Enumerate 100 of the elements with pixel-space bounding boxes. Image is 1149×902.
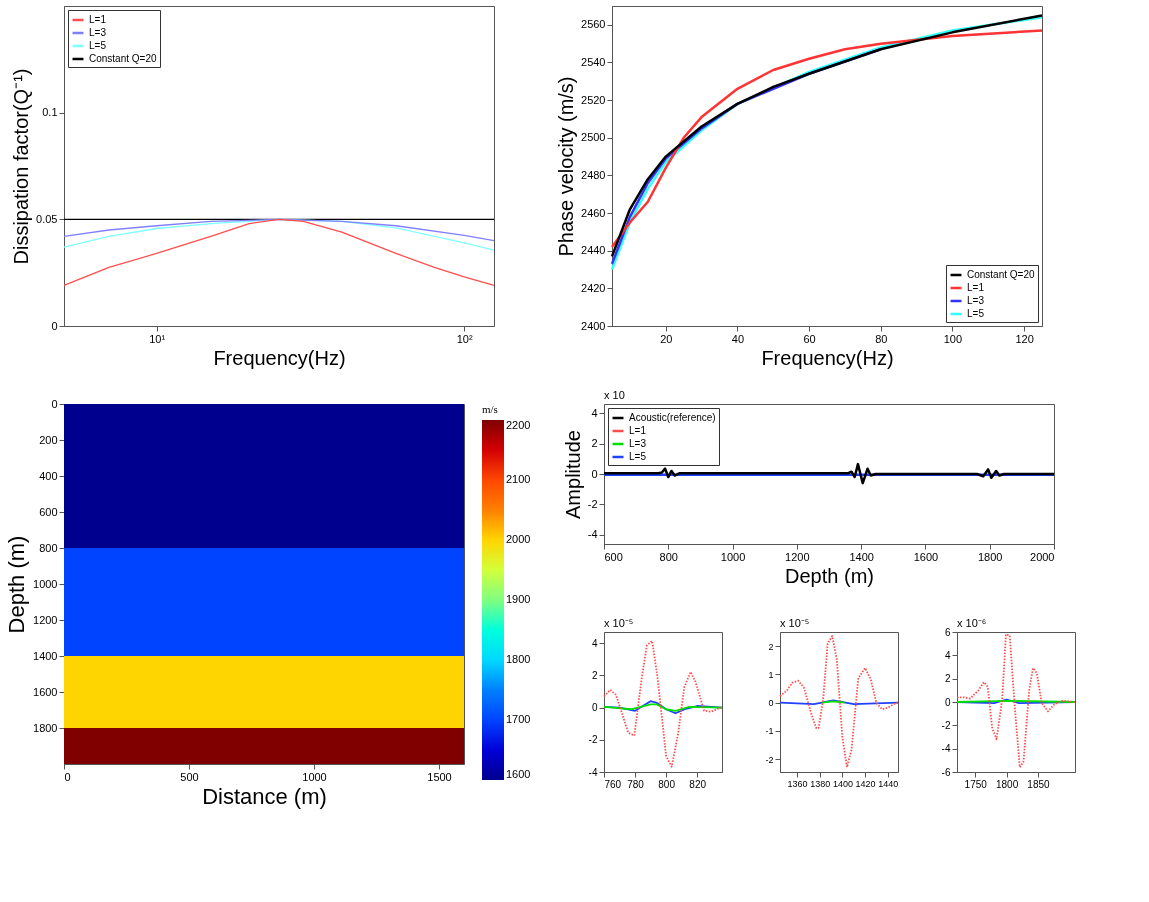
x-tick-label: 800 bbox=[658, 778, 676, 790]
x-axis-title: Distance (m) bbox=[202, 783, 327, 809]
y-tick-label: 0 bbox=[51, 319, 58, 332]
y-tick-label: 1400 bbox=[33, 649, 58, 662]
y-tick-label: -4 bbox=[941, 743, 951, 755]
y-tick-label: 1800 bbox=[33, 721, 58, 734]
x-tick-label: 1000 bbox=[302, 770, 327, 783]
y-tick-label: 4 bbox=[944, 649, 951, 661]
x-axis-title: Depth (m) bbox=[785, 564, 874, 587]
y-tick-label: -2 bbox=[588, 734, 598, 746]
y-tick-label: 2 bbox=[591, 669, 598, 681]
y-tick-label: 4 bbox=[591, 637, 598, 649]
x-tick-label: 20 bbox=[660, 332, 673, 345]
color-bar-label: 1700 bbox=[506, 713, 531, 725]
x-tick-label: 500 bbox=[180, 770, 199, 783]
x-tick-label: 120 bbox=[1015, 332, 1034, 345]
text: x 10 bbox=[604, 389, 625, 401]
color-bar-label: 1800 bbox=[506, 653, 531, 665]
color-bar-label: 2000 bbox=[506, 533, 531, 545]
y-tick-label: 0 bbox=[768, 698, 774, 709]
x-tick-label: 40 bbox=[731, 332, 745, 345]
y-tick-label: 1600 bbox=[33, 685, 58, 698]
y-axis-title: Amplitude bbox=[561, 430, 584, 519]
x-tick-label: 10¹ bbox=[149, 332, 166, 345]
y-tick-label: -2 bbox=[587, 497, 598, 510]
y-tick-label: 2540 bbox=[581, 55, 606, 68]
y-tick-label: 6 bbox=[944, 626, 951, 638]
x-tick-label: 1420 bbox=[855, 778, 876, 789]
y-tick-label: 200 bbox=[39, 433, 58, 446]
color-bar-label: 2100 bbox=[506, 473, 531, 485]
y-tick-label: 0 bbox=[591, 467, 598, 480]
y-tick-label: 0.05 bbox=[36, 212, 58, 225]
y-tick-label: 1200 bbox=[33, 613, 58, 626]
legend-label: L=1 bbox=[967, 282, 985, 293]
y-tick-label: 2 bbox=[944, 673, 951, 685]
legend-label: Constant Q=20 bbox=[89, 53, 157, 64]
x-tick-label: 100 bbox=[943, 332, 963, 345]
y-tick-label: -2 bbox=[941, 719, 951, 731]
legend-label: L=5 bbox=[629, 451, 647, 462]
y-tick-label: 400 bbox=[39, 469, 58, 482]
x-tick-label: 600 bbox=[604, 550, 623, 563]
y-tick-label: 2420 bbox=[581, 281, 606, 294]
y-axis-title: Dissipation factor(Q⁻¹) bbox=[10, 68, 33, 265]
text: x 10⁻⁵ bbox=[604, 617, 634, 629]
x-tick-label: 1500 bbox=[427, 770, 452, 783]
x-tick-label: 1400 bbox=[832, 778, 853, 789]
legend-label: L=3 bbox=[89, 27, 107, 38]
y-tick-label: 0 bbox=[591, 702, 598, 714]
legend-label: L=1 bbox=[629, 425, 647, 436]
x-tick-label: 1000 bbox=[720, 550, 746, 563]
x-tick-label: 1800 bbox=[977, 550, 1003, 563]
legend-label: Constant Q=20 bbox=[967, 269, 1035, 280]
y-tick-label: 2500 bbox=[581, 131, 606, 144]
x-tick-label: 1400 bbox=[849, 550, 874, 563]
y-tick-label: -4 bbox=[587, 528, 598, 541]
x-axis-title: Frequency(Hz) bbox=[213, 346, 346, 369]
x-tick-label: 1200 bbox=[785, 550, 810, 563]
y-tick-label: -4 bbox=[588, 766, 598, 778]
y-axis-title: Phase velocity (m/s) bbox=[555, 76, 578, 257]
text: x 10⁻⁶ bbox=[957, 617, 987, 629]
x-tick-label: 60 bbox=[803, 332, 816, 345]
legend-label: Acoustic(reference) bbox=[629, 412, 716, 423]
y-tick-label: -1 bbox=[765, 726, 774, 737]
y-axis-title: Depth (m) bbox=[4, 535, 30, 634]
x-tick-label: 820 bbox=[689, 778, 707, 790]
x-axis-title: Frequency(Hz) bbox=[761, 346, 894, 369]
y-tick-label: 2440 bbox=[581, 244, 606, 257]
x-tick-label: 1850 bbox=[1027, 778, 1051, 790]
y-tick-label: 1 bbox=[768, 669, 774, 680]
x-tick-label: 800 bbox=[659, 550, 678, 563]
x-tick-label: 1800 bbox=[995, 778, 1019, 790]
y-tick-label: 2400 bbox=[581, 319, 606, 332]
y-tick-label: 0 bbox=[944, 696, 951, 708]
y-tick-label: 2460 bbox=[581, 206, 606, 219]
x-tick-label: 10² bbox=[456, 332, 473, 345]
x-tick-label: 1600 bbox=[913, 550, 939, 563]
y-tick-label: 800 bbox=[39, 541, 58, 554]
y-tick-label: 2 bbox=[768, 641, 774, 652]
x-tick-label: 760 bbox=[604, 778, 622, 790]
y-tick-label: 0 bbox=[51, 397, 58, 410]
y-tick-label: 2480 bbox=[581, 168, 606, 181]
x-tick-label: 1750 bbox=[964, 778, 988, 790]
x-tick-label: 1360 bbox=[787, 778, 808, 789]
legend-label: L=5 bbox=[89, 40, 107, 51]
y-tick-label: 2560 bbox=[581, 18, 606, 31]
y-tick-label: 0.1 bbox=[42, 106, 58, 119]
color-bar-label: 1900 bbox=[506, 593, 531, 605]
x-tick-label: 2000 bbox=[1030, 550, 1055, 563]
x-tick-label: 0 bbox=[64, 770, 71, 783]
x-tick-label: 80 bbox=[875, 332, 888, 345]
color-bar-label: 2200 bbox=[506, 419, 531, 431]
y-tick-label: 2 bbox=[591, 437, 598, 450]
legend-label: L=3 bbox=[629, 438, 647, 449]
y-tick-label: 1000 bbox=[33, 577, 58, 590]
legend-label: L=3 bbox=[967, 295, 985, 306]
legend-label: L=5 bbox=[967, 308, 985, 319]
color-bar-title: m/s bbox=[482, 403, 498, 415]
legend-label: L=1 bbox=[89, 14, 107, 25]
y-tick-label: 2520 bbox=[581, 93, 606, 106]
x-tick-label: 1440 bbox=[878, 778, 899, 789]
